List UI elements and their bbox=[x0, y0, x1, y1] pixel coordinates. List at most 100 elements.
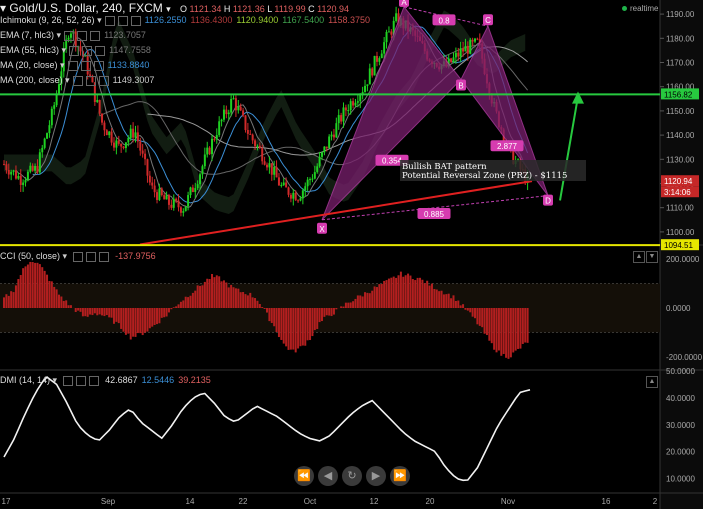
cci-bar bbox=[481, 308, 484, 328]
cci-label[interactable]: CCI (50, close) bbox=[0, 251, 61, 261]
candle-body bbox=[318, 156, 321, 167]
dropdown-icon[interactable]: ▾ bbox=[62, 75, 70, 85]
eye-icon[interactable] bbox=[85, 251, 96, 262]
pattern-point-label: X bbox=[319, 225, 325, 234]
back-icon[interactable]: ◀ bbox=[318, 466, 338, 486]
candle-body bbox=[89, 74, 92, 76]
eye-icon[interactable] bbox=[82, 45, 93, 56]
close-icon[interactable] bbox=[130, 15, 141, 26]
candle-body bbox=[349, 101, 352, 111]
candle-body bbox=[46, 133, 49, 139]
candle-body bbox=[378, 58, 381, 62]
chevron-down-icon[interactable]: ▾ bbox=[0, 1, 7, 15]
settings-icon[interactable] bbox=[104, 15, 115, 26]
indicator-name[interactable]: Ichimoku (9, 26, 52, 26) bbox=[0, 15, 95, 25]
candle-body bbox=[93, 82, 96, 102]
cci-bar bbox=[294, 308, 297, 353]
pattern-note-bg bbox=[400, 160, 586, 181]
cci-bar bbox=[79, 308, 82, 312]
settings-icon[interactable] bbox=[67, 60, 78, 71]
close-icon[interactable] bbox=[90, 30, 101, 41]
cci-bar bbox=[476, 308, 479, 325]
price-tag-bg bbox=[661, 175, 699, 187]
indicator-name[interactable]: MA (20, close) bbox=[0, 60, 58, 70]
dropdown-icon[interactable]: ▾ bbox=[52, 375, 58, 385]
cci-bar bbox=[24, 266, 27, 308]
pane-up-icon[interactable]: ▲ bbox=[633, 251, 645, 263]
eye-icon[interactable] bbox=[75, 375, 86, 386]
settings-icon[interactable] bbox=[72, 251, 83, 262]
cci-bar bbox=[445, 294, 448, 308]
cci-bar bbox=[218, 276, 221, 308]
realtime-label: realtime bbox=[630, 4, 659, 13]
eye-icon[interactable] bbox=[117, 15, 128, 26]
close-icon[interactable] bbox=[93, 60, 104, 71]
eye-icon[interactable] bbox=[80, 60, 91, 71]
candle-body bbox=[462, 48, 465, 52]
cci-bar bbox=[354, 298, 357, 308]
cci-bar bbox=[199, 285, 202, 308]
dropdown-icon[interactable]: ▾ bbox=[59, 45, 67, 55]
indicator-name[interactable]: MA (200, close) bbox=[0, 75, 63, 85]
candle-body bbox=[3, 164, 5, 166]
cci-bar bbox=[452, 295, 455, 308]
cci-bar bbox=[419, 277, 422, 308]
dropdown-icon[interactable]: ▾ bbox=[94, 15, 102, 25]
settings-icon[interactable] bbox=[69, 45, 80, 56]
close-icon[interactable] bbox=[98, 251, 109, 262]
dropdown-icon[interactable]: ▾ bbox=[57, 60, 65, 70]
pane-down-icon[interactable]: ▼ bbox=[646, 251, 658, 263]
forward-icon[interactable]: ▶ bbox=[366, 466, 386, 486]
candle-body bbox=[163, 195, 166, 200]
candle-body bbox=[352, 101, 355, 106]
cci-bar bbox=[55, 289, 58, 308]
cci-bar bbox=[134, 308, 137, 337]
candle-body bbox=[454, 52, 457, 58]
dropdown-icon[interactable]: ▾ bbox=[166, 4, 171, 14]
candle-body bbox=[122, 146, 125, 149]
cci-bar bbox=[392, 276, 395, 308]
cci-bar bbox=[60, 296, 63, 308]
indicator-row: EMA (7, hlc3) ▾ 1123.7057 bbox=[0, 28, 146, 43]
cci-bar bbox=[179, 301, 182, 308]
candle-body bbox=[115, 140, 118, 148]
candle-body bbox=[170, 204, 173, 208]
cci-bar bbox=[313, 308, 316, 331]
close-icon[interactable] bbox=[88, 375, 99, 386]
cci-bar bbox=[306, 308, 309, 341]
close-icon[interactable] bbox=[98, 75, 109, 86]
reset-icon[interactable]: ↻ bbox=[342, 466, 362, 486]
settings-icon[interactable] bbox=[72, 75, 83, 86]
eye-icon[interactable] bbox=[77, 30, 88, 41]
cci-bar bbox=[335, 308, 338, 310]
dropdown-icon[interactable]: ▾ bbox=[54, 30, 62, 40]
indicator-name[interactable]: EMA (55, hlc3) bbox=[0, 45, 60, 55]
close-icon[interactable] bbox=[95, 45, 106, 56]
rewind-icon[interactable]: ⏪ bbox=[294, 466, 314, 486]
cci-bar bbox=[459, 305, 462, 308]
cci-bar bbox=[349, 302, 352, 308]
cci-bar bbox=[344, 302, 347, 308]
eye-icon[interactable] bbox=[85, 75, 96, 86]
candle-body bbox=[14, 170, 17, 179]
settings-icon[interactable] bbox=[64, 30, 75, 41]
indicator-name[interactable]: EMA (7, hlc3) bbox=[0, 30, 55, 40]
dmi-label[interactable]: DMI (14, 14) bbox=[0, 375, 51, 385]
dropdown-icon[interactable]: ▾ bbox=[62, 251, 68, 261]
pattern-point-c-badge bbox=[483, 14, 493, 26]
cci-bar bbox=[361, 296, 364, 308]
settings-icon[interactable] bbox=[62, 375, 73, 386]
candle-body bbox=[297, 200, 300, 202]
cci-bar bbox=[500, 308, 503, 356]
cci-bar bbox=[120, 308, 123, 329]
cci-bar bbox=[191, 292, 194, 308]
pane-up-icon[interactable]: ▲ bbox=[646, 376, 658, 388]
fast-forward-icon[interactable]: ⏩ bbox=[390, 466, 410, 486]
cci-bar bbox=[57, 294, 60, 308]
candle-body bbox=[266, 164, 268, 168]
symbol-title[interactable]: Gold/U.S. Dollar, 240, FXCM bbox=[9, 1, 163, 15]
cci-bar bbox=[488, 308, 491, 341]
pattern-point-label: C bbox=[485, 16, 491, 25]
candle-body bbox=[364, 85, 367, 93]
